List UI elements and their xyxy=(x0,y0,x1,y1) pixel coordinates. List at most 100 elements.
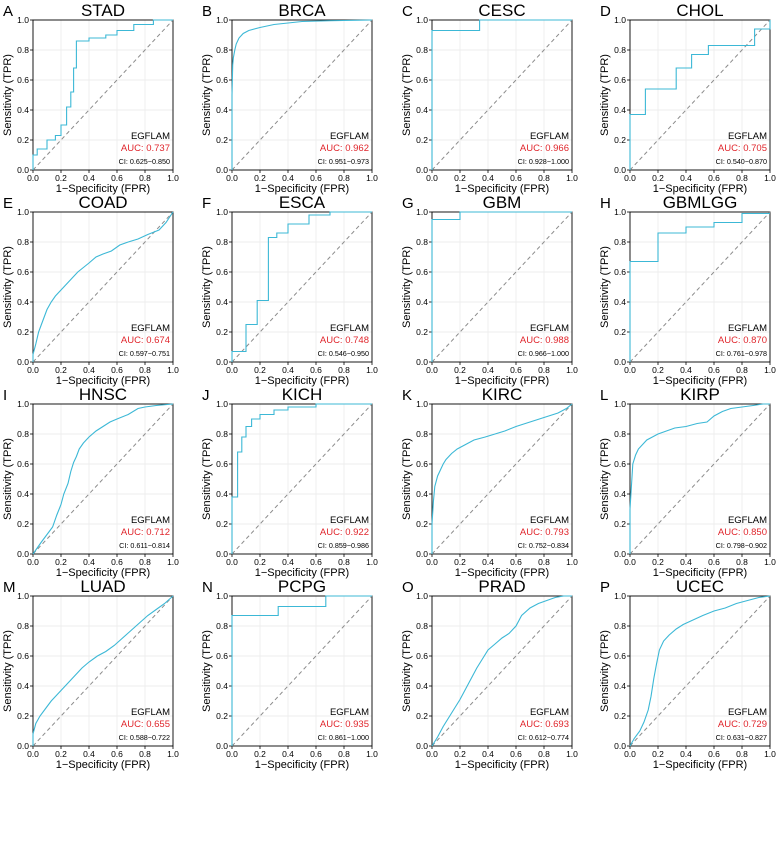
x-tick-label: 0.8 xyxy=(338,365,350,375)
x-tick-label: 0.4 xyxy=(482,749,494,759)
x-tick-label: 0.4 xyxy=(282,749,294,759)
roc-curve-line xyxy=(629,595,771,747)
x-axis-label: 1−Specificity (FPR) xyxy=(455,759,549,771)
y-axis-label: Sensitivity (TPR) xyxy=(401,246,413,328)
y-tick-label: 0.6 xyxy=(614,267,626,277)
plot-frame xyxy=(629,19,771,171)
chance-diagonal-line xyxy=(32,403,174,555)
x-tick-label: 0.6 xyxy=(708,749,720,759)
panel-letter: C xyxy=(402,3,413,20)
auc-label: AUC: 0.988 xyxy=(520,335,569,346)
y-tick-label: 0.4 xyxy=(416,681,428,691)
y-tick-label: 0.6 xyxy=(216,651,228,661)
chance-diagonal-line xyxy=(431,403,573,555)
x-tick-label: 0.4 xyxy=(680,557,692,567)
x-tick-label: 0.0 xyxy=(624,557,636,567)
x-tick-label: 0.8 xyxy=(538,557,550,567)
y-tick-label: 0.2 xyxy=(216,327,228,337)
x-tick-label: 1.0 xyxy=(764,557,776,567)
y-tick-label: 0.2 xyxy=(416,327,428,337)
y-tick-label: 0.4 xyxy=(216,489,228,499)
y-axis-label: Sensitivity (TPR) xyxy=(2,54,14,136)
x-tick-label: 0.6 xyxy=(111,749,123,759)
x-tick-label: 0.2 xyxy=(454,365,466,375)
roc-panel-kirp: L KIRP 0.0 0.2 0.4 0.6 0.8 1.0 0.0 0.2 0.4 0.6 0.8 1.… xyxy=(599,385,776,579)
x-tick-label: 0.8 xyxy=(139,365,151,375)
chance-diagonal-line xyxy=(431,19,573,171)
y-tick-label: 0.6 xyxy=(416,75,428,85)
ci-label: CI: 0.761−0.978 xyxy=(716,349,767,358)
x-tick-label: 0.0 xyxy=(426,749,438,759)
y-tick-label: 0.4 xyxy=(17,489,29,499)
roc-curve-line xyxy=(32,595,174,746)
panel-letter: P xyxy=(600,579,610,596)
y-tick-label: 0.8 xyxy=(416,45,428,55)
y-axis-label: Sensitivity (TPR) xyxy=(201,630,213,712)
y-tick-label: 0.6 xyxy=(614,459,626,469)
roc-panel-hnsc: I HNSC 0.0 0.2 0.4 0.6 0.8 1.0 0.0 0.2 0.4 0.6 0.8 1.… xyxy=(2,385,179,579)
y-tick-label: 0.8 xyxy=(416,237,428,247)
y-tick-label: 0.4 xyxy=(416,297,428,307)
auc-label: AUC: 0.935 xyxy=(320,719,369,730)
auc-label: AUC: 0.793 xyxy=(520,527,569,538)
y-tick-label: 0.6 xyxy=(216,459,228,469)
x-tick-label: 0.4 xyxy=(282,557,294,567)
chance-diagonal-line xyxy=(629,595,771,747)
x-axis-label: 1−Specificity (FPR) xyxy=(255,183,349,195)
y-tick-label: 0.0 xyxy=(17,741,29,751)
y-axis-label: Sensitivity (TPR) xyxy=(2,438,14,520)
ci-label: CI: 0.859−0.986 xyxy=(318,541,369,550)
y-tick-label: 0.8 xyxy=(17,237,29,247)
y-tick-label: 0.8 xyxy=(216,237,228,247)
panel-title: BRCA xyxy=(278,1,326,20)
y-tick-label: 1.0 xyxy=(614,399,626,409)
y-tick-label: 0.4 xyxy=(614,681,626,691)
x-tick-label: 0.2 xyxy=(254,557,266,567)
x-tick-label: 0.6 xyxy=(510,173,522,183)
chance-diagonal-line xyxy=(629,403,771,555)
roc-panel-luad: M LUAD 0.0 0.2 0.4 0.6 0.8 1.0 0.0 0.2 0.4 0.6 0.8 1.… xyxy=(2,577,179,771)
roc-panel-ucec: P UCEC 0.0 0.2 0.4 0.6 0.8 1.0 0.0 0.2 0.4 0.6 0.8 1.… xyxy=(599,577,776,771)
gene-label: EGFLAM xyxy=(131,131,170,142)
x-tick-label: 0.8 xyxy=(736,557,748,567)
y-tick-label: 0.6 xyxy=(416,459,428,469)
roc-panel-stad: A STAD 0.0 0.2 0.4 0.6 0.8 1.0 0.0 0.2 0.4 0.6 0.8 1.… xyxy=(2,1,179,195)
x-tick-label: 0.6 xyxy=(310,365,322,375)
chance-diagonal-line xyxy=(231,595,373,747)
plot-frame xyxy=(32,211,174,363)
chance-diagonal-line xyxy=(32,595,174,747)
x-tick-label: 0.2 xyxy=(454,749,466,759)
y-tick-label: 1.0 xyxy=(216,207,228,217)
roc-panel-prad: O PRAD 0.0 0.2 0.4 0.6 0.8 1.0 0.0 0.2 0.4 0.6 0.8 1.… xyxy=(401,577,578,771)
x-tick-label: 0.2 xyxy=(55,365,67,375)
x-tick-label: 0.8 xyxy=(139,173,151,183)
auc-label: AUC: 0.655 xyxy=(121,719,170,730)
panel-title: STAD xyxy=(81,1,125,20)
y-tick-label: 0.2 xyxy=(614,135,626,145)
roc-panel-coad: E COAD 0.0 0.2 0.4 0.6 0.8 1.0 0.0 0.2 0.4 0.6 0.8 1.… xyxy=(2,193,179,387)
y-tick-label: 0.2 xyxy=(17,135,29,145)
y-tick-label: 0.4 xyxy=(17,105,29,115)
plot-frame xyxy=(231,211,373,363)
y-tick-label: 0.4 xyxy=(416,105,428,115)
x-tick-label: 0.8 xyxy=(538,365,550,375)
x-tick-label: 0.4 xyxy=(83,557,95,567)
x-tick-label: 0.6 xyxy=(310,173,322,183)
panel-title: KICH xyxy=(282,385,323,404)
chance-diagonal-line xyxy=(231,403,373,555)
ci-label: CI: 0.752−0.834 xyxy=(518,541,569,550)
y-tick-label: 0.8 xyxy=(216,429,228,439)
gene-label: EGFLAM xyxy=(728,323,767,334)
x-axis-label: 1−Specificity (FPR) xyxy=(255,375,349,387)
x-tick-label: 1.0 xyxy=(167,173,179,183)
x-axis-label: 1−Specificity (FPR) xyxy=(455,183,549,195)
panel-letter: B xyxy=(202,3,212,20)
x-axis-label: 1−Specificity (FPR) xyxy=(455,567,549,579)
plot-frame xyxy=(32,19,174,171)
y-tick-label: 0.0 xyxy=(17,357,29,367)
y-tick-label: 1.0 xyxy=(614,591,626,601)
roc-curve-line xyxy=(431,19,572,170)
y-tick-label: 0.2 xyxy=(216,135,228,145)
chance-diagonal-line xyxy=(629,211,771,363)
